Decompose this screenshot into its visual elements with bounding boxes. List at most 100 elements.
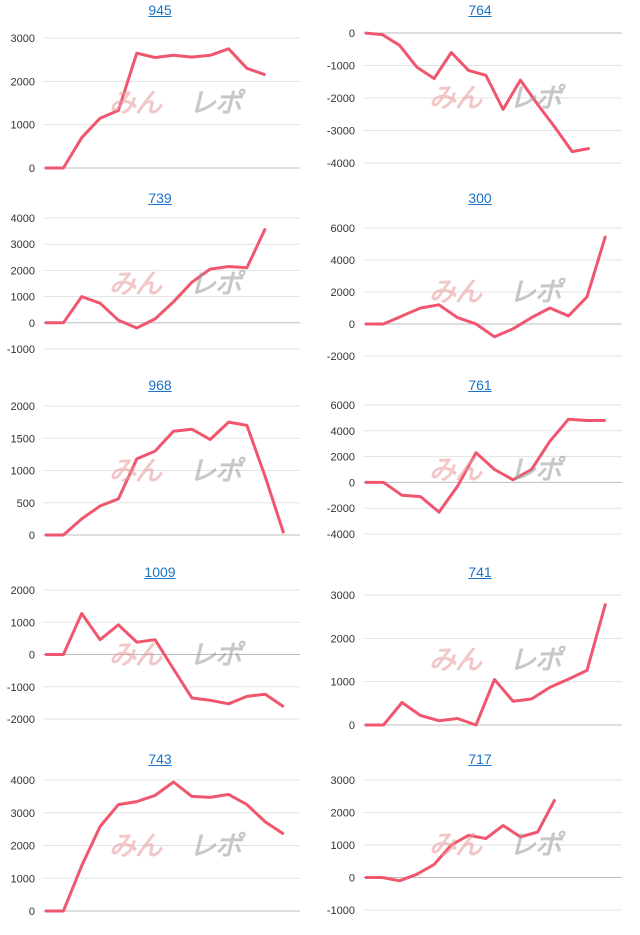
data-point bbox=[468, 69, 470, 71]
y-tick-label: 2000 bbox=[11, 841, 35, 853]
series-line bbox=[364, 31, 590, 154]
data-point bbox=[531, 698, 532, 700]
line-chart: -1000 0 1000 2000 3000 bbox=[327, 775, 622, 917]
y-tick-label: 2000 bbox=[331, 287, 355, 299]
data-point bbox=[264, 821, 266, 823]
data-point bbox=[420, 714, 421, 716]
y-tick-label: -1000 bbox=[7, 682, 35, 694]
y-tick-label: -2000 bbox=[327, 93, 355, 105]
data-point bbox=[136, 327, 138, 329]
y-tick-label: -4000 bbox=[327, 529, 355, 541]
data-point bbox=[246, 695, 248, 697]
data-point bbox=[433, 864, 435, 865]
data-point bbox=[399, 880, 401, 882]
chart-title-link[interactable]: 743 bbox=[148, 751, 172, 767]
data-point bbox=[81, 518, 83, 520]
series-line bbox=[365, 235, 607, 339]
data-point bbox=[364, 32, 366, 34]
data-point bbox=[401, 494, 403, 496]
data-point bbox=[485, 838, 487, 839]
data-point bbox=[438, 304, 440, 306]
data-point bbox=[475, 323, 477, 325]
chart-title-link[interactable]: 764 bbox=[468, 2, 492, 18]
data-point bbox=[209, 439, 211, 441]
y-tick-label: 2000 bbox=[11, 265, 35, 277]
data-point bbox=[173, 781, 174, 783]
data-point bbox=[173, 301, 174, 303]
chart-title-link[interactable]: 717 bbox=[468, 751, 492, 767]
data-point bbox=[209, 268, 211, 270]
data-point bbox=[512, 700, 514, 702]
line-chart: 0 1000 2000 3000 bbox=[331, 590, 622, 732]
y-tick-label: 1500 bbox=[11, 433, 35, 445]
series-line bbox=[45, 227, 267, 330]
data-point bbox=[264, 74, 266, 76]
data-point bbox=[191, 281, 193, 283]
line-chart: -2000 0 2000 4000 6000 bbox=[327, 223, 622, 363]
data-point bbox=[450, 844, 452, 846]
data-point bbox=[62, 322, 64, 324]
data-point bbox=[283, 833, 285, 835]
data-point bbox=[117, 319, 119, 321]
data-point bbox=[99, 639, 101, 641]
chart-title-link[interactable]: 741 bbox=[468, 564, 492, 580]
data-point bbox=[605, 235, 606, 237]
data-point bbox=[44, 534, 46, 536]
chart-panel-1009: 1009 -2000 -1000 0 1000 2000 みん レポ bbox=[0, 562, 320, 748]
data-point bbox=[571, 151, 573, 153]
data-point bbox=[154, 318, 156, 320]
y-tick-label: 1000 bbox=[11, 617, 35, 629]
data-point bbox=[62, 534, 64, 536]
data-point bbox=[246, 67, 248, 69]
data-point bbox=[485, 74, 487, 76]
chart-panel-717: 717 -1000 0 1000 2000 3000 みん レポ bbox=[320, 749, 640, 935]
data-point bbox=[364, 481, 366, 483]
data-point bbox=[502, 825, 504, 826]
data-point bbox=[568, 678, 569, 680]
data-point bbox=[381, 34, 383, 36]
y-tick-label: 3000 bbox=[11, 239, 35, 251]
y-tick-label: 0 bbox=[29, 906, 35, 918]
data-point bbox=[531, 317, 532, 319]
y-tick-label: -1000 bbox=[327, 905, 355, 917]
y-tick-label: 1000 bbox=[331, 677, 355, 689]
data-point bbox=[62, 167, 64, 169]
y-tick-label: -1000 bbox=[7, 344, 35, 356]
data-point bbox=[605, 603, 606, 605]
y-tick-label: -2000 bbox=[327, 351, 355, 363]
data-point bbox=[549, 440, 551, 442]
data-point bbox=[586, 669, 588, 671]
chart-panel-761: 761 -4000 -2000 0 2000 4000 6000 みん レポ bbox=[320, 375, 640, 561]
series-line bbox=[365, 798, 557, 883]
chart-title-link[interactable]: 761 bbox=[468, 377, 492, 393]
line-chart: 0 1000 2000 3000 4000 bbox=[11, 775, 300, 918]
data-point bbox=[209, 54, 211, 56]
data-point bbox=[209, 796, 211, 798]
series-line bbox=[45, 420, 286, 537]
data-point bbox=[420, 307, 421, 309]
data-point bbox=[117, 624, 119, 626]
data-point bbox=[494, 469, 495, 470]
chart-title-link[interactable]: 300 bbox=[468, 190, 492, 206]
chart-title-link[interactable]: 945 bbox=[148, 2, 172, 18]
data-point bbox=[173, 54, 174, 56]
chart-panel-764: 764 0 -1000 -2000 -3000 -4000 みん レポ bbox=[320, 0, 640, 186]
data-point bbox=[420, 496, 421, 498]
data-point bbox=[246, 424, 248, 426]
data-point bbox=[136, 458, 138, 460]
data-point bbox=[44, 654, 46, 655]
y-tick-label: 0 bbox=[29, 530, 35, 542]
data-point bbox=[81, 865, 83, 867]
chart-title-link[interactable]: 1009 bbox=[144, 564, 176, 580]
chart-panel-300: 300 -2000 0 2000 4000 6000 みん レポ bbox=[320, 188, 640, 374]
data-point bbox=[383, 724, 384, 726]
data-point bbox=[81, 296, 83, 298]
data-point bbox=[283, 706, 285, 708]
line-chart: -4000 -2000 0 2000 4000 6000 bbox=[327, 400, 622, 541]
chart-title-link[interactable]: 739 bbox=[148, 190, 172, 206]
data-point bbox=[537, 831, 539, 833]
data-point bbox=[549, 686, 551, 688]
data-point bbox=[117, 109, 119, 111]
chart-title-link[interactable]: 968 bbox=[148, 377, 172, 393]
data-point bbox=[154, 794, 156, 796]
